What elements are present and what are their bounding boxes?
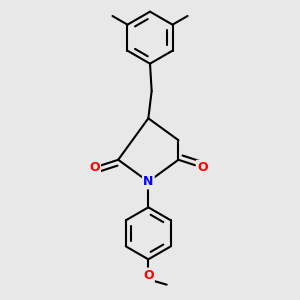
Text: O: O	[197, 161, 208, 174]
Text: N: N	[143, 175, 154, 188]
Text: O: O	[143, 269, 154, 282]
Text: O: O	[89, 161, 100, 174]
